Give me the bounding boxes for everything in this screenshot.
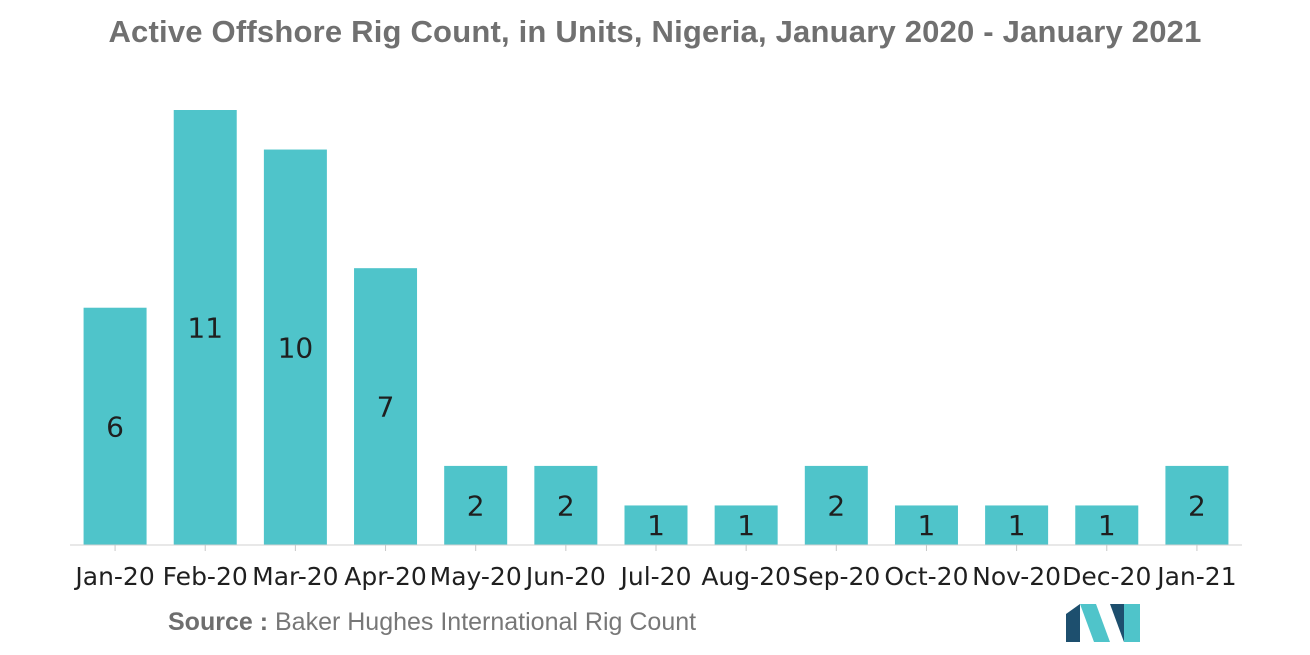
bar-value-label: 1 <box>1008 509 1026 542</box>
bar-may-20 <box>444 465 508 545</box>
brand-logo-icon <box>1066 604 1140 642</box>
bar-value-label: 2 <box>827 489 845 522</box>
bar-value-label: 10 <box>278 331 314 364</box>
x-tick-label: Aug-20 <box>701 562 791 591</box>
bar-nov-20 <box>985 505 1049 545</box>
bars-group <box>83 110 1229 545</box>
x-tick-label: Jan-21 <box>1155 562 1236 591</box>
source-text: Baker Hughes International Rig Count <box>274 608 697 636</box>
x-tick-label: May-20 <box>430 562 522 591</box>
bar-sep-20 <box>804 465 868 545</box>
bar-oct-20 <box>894 505 958 545</box>
x-tick-label: Apr-20 <box>344 562 426 591</box>
bar-value-label: 2 <box>1188 489 1206 522</box>
x-axis-ticks <box>114 545 1198 551</box>
bar-value-label: 1 <box>918 509 936 542</box>
bar-value-label: 2 <box>467 489 485 522</box>
bar-jan-20 <box>83 307 147 545</box>
bar-apr-20 <box>354 268 418 545</box>
x-tick-label: Jan-20 <box>73 562 154 591</box>
x-tick-label: Jun-20 <box>524 562 606 591</box>
chart-title: Active Offshore Rig Count, in Units, Nig… <box>108 14 1202 49</box>
bar-jun-20 <box>534 465 598 545</box>
source-prefix: Source : <box>168 608 269 636</box>
logo-shape-right-a <box>1110 604 1124 642</box>
bar-value-label: 11 <box>187 312 223 345</box>
bar-feb-20 <box>173 110 237 545</box>
bar-value-label: 1 <box>737 509 755 542</box>
bar-aug-20 <box>714 505 778 545</box>
bar-dec-20 <box>1075 505 1139 545</box>
bar-jan-21 <box>1165 465 1229 545</box>
bar-value-label: 2 <box>557 489 575 522</box>
x-tick-label: Nov-20 <box>972 562 1061 591</box>
x-tick-label: Sep-20 <box>792 562 880 591</box>
bar-jul-20 <box>624 505 688 545</box>
x-tick-label: Dec-20 <box>1062 562 1151 591</box>
bar-mar-20 <box>263 149 327 545</box>
x-tick-label: Mar-20 <box>252 562 338 591</box>
bar-value-label: 1 <box>1098 509 1116 542</box>
logo-shape-right-b <box>1124 604 1140 642</box>
x-tick-labels-group: Jan-20 Feb-20 Mar-20 Apr-20 May-20 Jun-20 Jul-… <box>73 562 1236 591</box>
bar-value-label: 1 <box>647 509 665 542</box>
x-tick-label: Oct-20 <box>884 562 968 591</box>
x-tick-label: Jul-20 <box>619 562 692 591</box>
logo-shape-mid <box>1080 604 1110 642</box>
x-tick-label: Feb-20 <box>163 562 248 591</box>
bar-value-label: 7 <box>377 391 395 424</box>
bar-value-label: 6 <box>106 410 124 443</box>
logo-shape-left <box>1066 604 1080 642</box>
source-note: Source : Baker Hughes International Rig … <box>168 608 696 637</box>
